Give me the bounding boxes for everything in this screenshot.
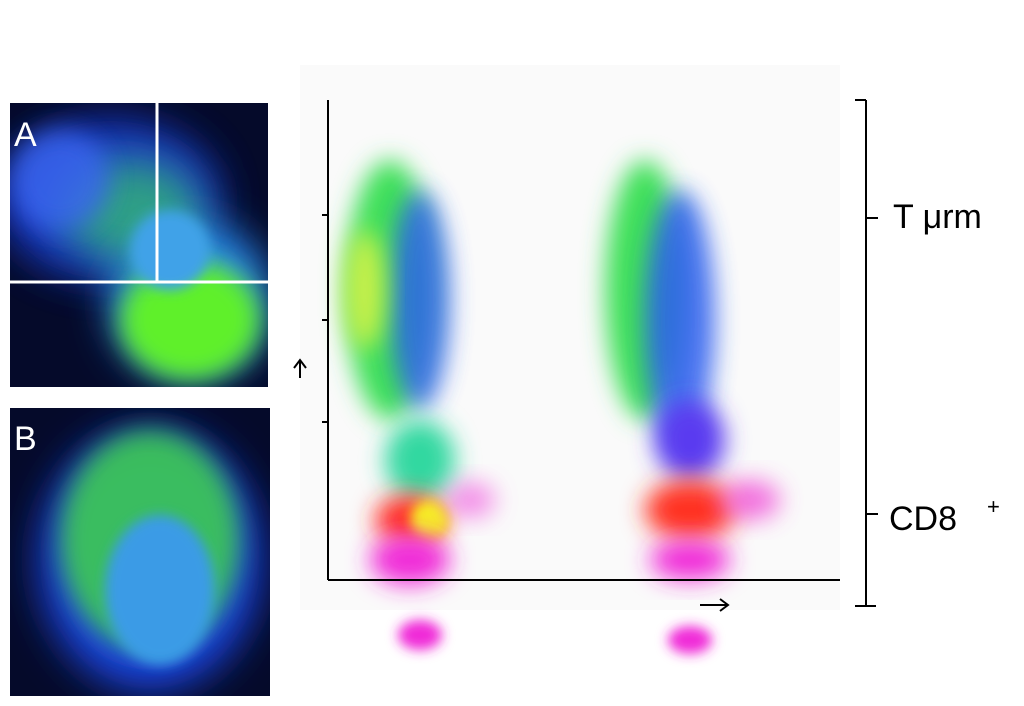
panel-b-image (10, 408, 270, 696)
bracket (855, 99, 878, 607)
annotation: CD8 (889, 500, 957, 538)
panel-label: A (14, 116, 37, 154)
population-left (345, 160, 495, 650)
population-right (605, 160, 780, 654)
panel-a-image (10, 103, 268, 387)
annotation: T μrm (893, 198, 982, 236)
annotation-superscript: + (987, 494, 1000, 519)
scatter-plot (293, 65, 840, 654)
panel-label: B (14, 420, 37, 458)
